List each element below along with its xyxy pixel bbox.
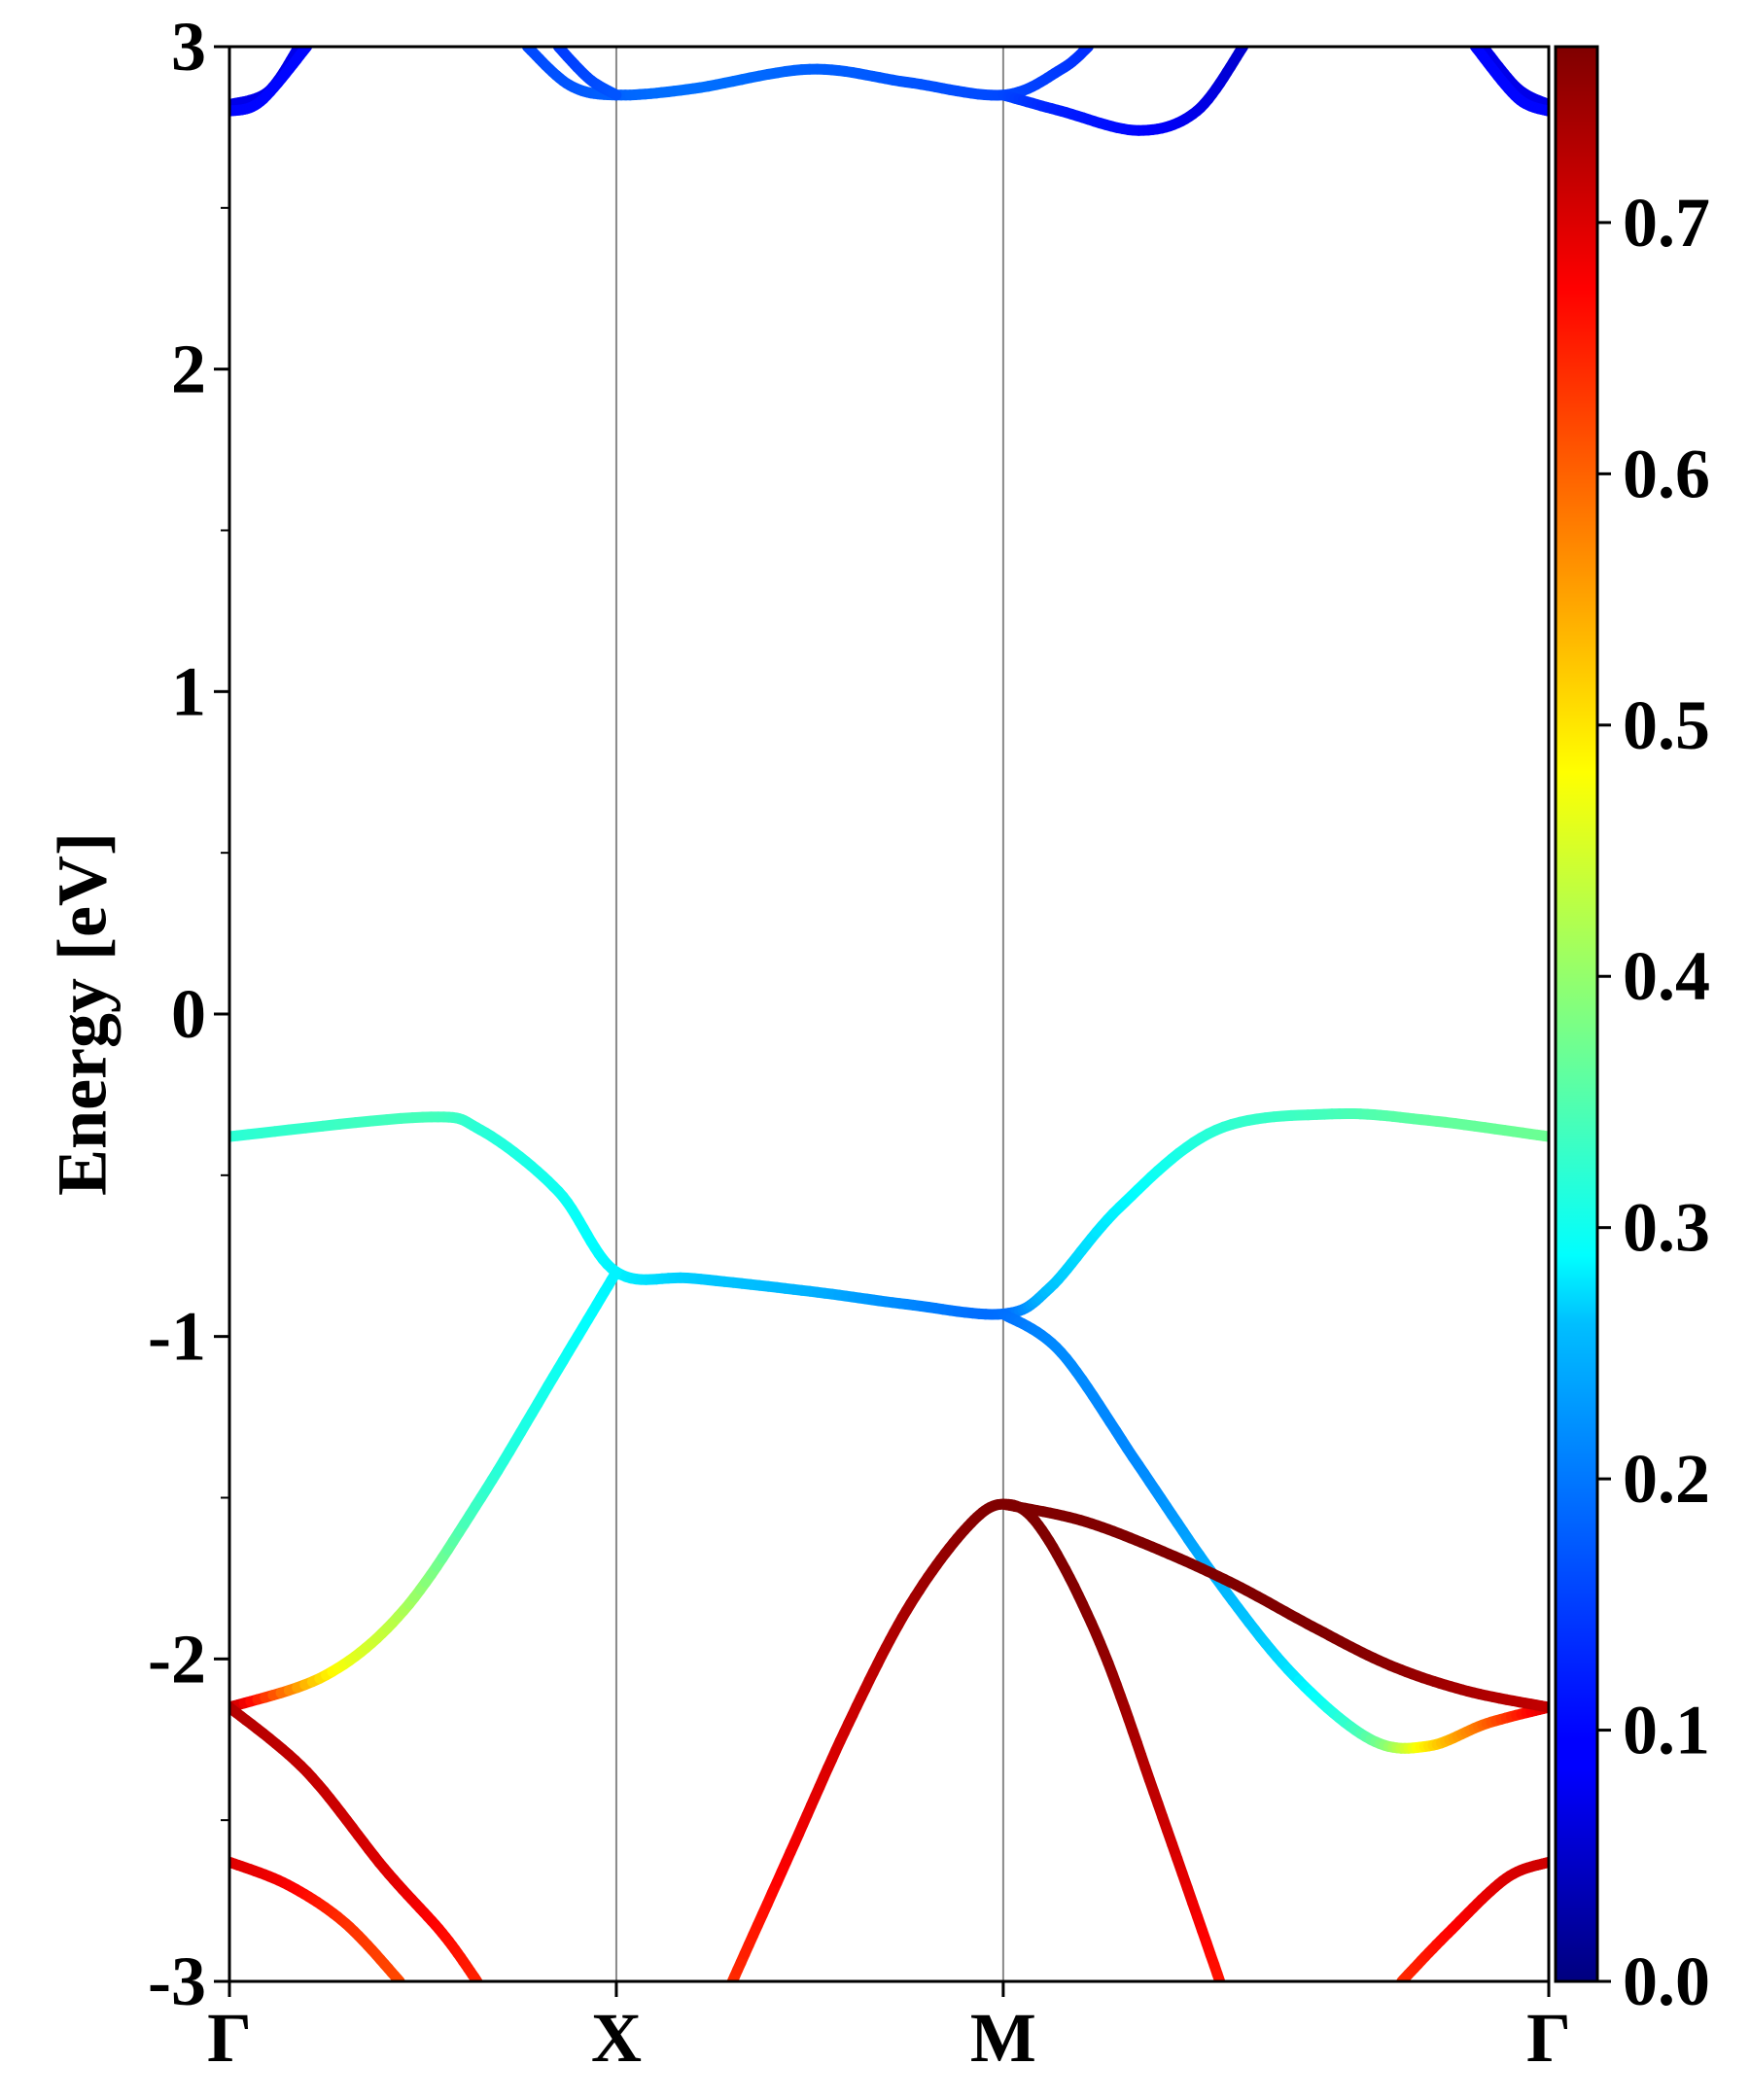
y-tick-label: 1: [171, 652, 206, 730]
x-tick-label: M: [970, 1999, 1036, 2077]
colorbar-tick-label: 0.0: [1623, 1942, 1710, 2020]
colorbar-gradient: [1554, 45, 1599, 1983]
y-tick-label: -3: [148, 1942, 206, 2020]
y-tick-label: 2: [171, 331, 206, 408]
band-series: [229, 1108, 1549, 1320]
band-series: [229, 47, 313, 117]
band-series: [229, 1701, 483, 1981]
band-lines: [229, 47, 1549, 1981]
y-tick-label: -2: [148, 1620, 206, 1698]
high-symmetry-lines: [614, 47, 1004, 1981]
band-series: [998, 1309, 1549, 1754]
x-tick-label: X: [591, 1999, 642, 2077]
y-tick-label: 3: [171, 8, 206, 86]
band-series: [552, 47, 622, 101]
colorbar-tick-label: 0.5: [1623, 686, 1710, 764]
x-tick-label: Γ: [207, 1999, 252, 2077]
colorbar: 0.0 0.1 0.2 0.3 0.4 0.5 0.6 0.7: [1554, 45, 1710, 2020]
band-series: [998, 47, 1249, 136]
band-segment: [610, 88, 622, 101]
band-series: [1477, 47, 1549, 111]
y-axis: -3 -2 -1 0 1 2 3: [148, 8, 229, 2020]
band-series: [1469, 47, 1549, 117]
y-tick-label: -1: [148, 1298, 206, 1376]
band-series: [1396, 1856, 1549, 1981]
colorbar-tick-label: 0.3: [1623, 1189, 1710, 1267]
colorbar-tick-label: 0.4: [1623, 937, 1710, 1015]
colorbar-tick-label: 0.7: [1623, 184, 1710, 262]
colorbar-tick-label: 0.6: [1623, 435, 1710, 512]
y-axis-title: Energy [eV]: [44, 832, 122, 1196]
band-series: [229, 1266, 622, 1713]
band-segment: [609, 1266, 622, 1281]
colorbar-tick-label: 0.1: [1623, 1692, 1710, 1769]
plot-frame: [228, 45, 1551, 1983]
x-tick-label: Γ: [1526, 1999, 1571, 2077]
band-series: [726, 1498, 1226, 1981]
colorbar-ticks: 0.0 0.1 0.2 0.3 0.4 0.5 0.6 0.7: [1597, 184, 1710, 2020]
band-series: [521, 47, 1094, 101]
colorbar-tick-label: 0.2: [1623, 1440, 1710, 1518]
y-tick-label: 0: [171, 975, 206, 1053]
band-series: [229, 1856, 405, 1981]
